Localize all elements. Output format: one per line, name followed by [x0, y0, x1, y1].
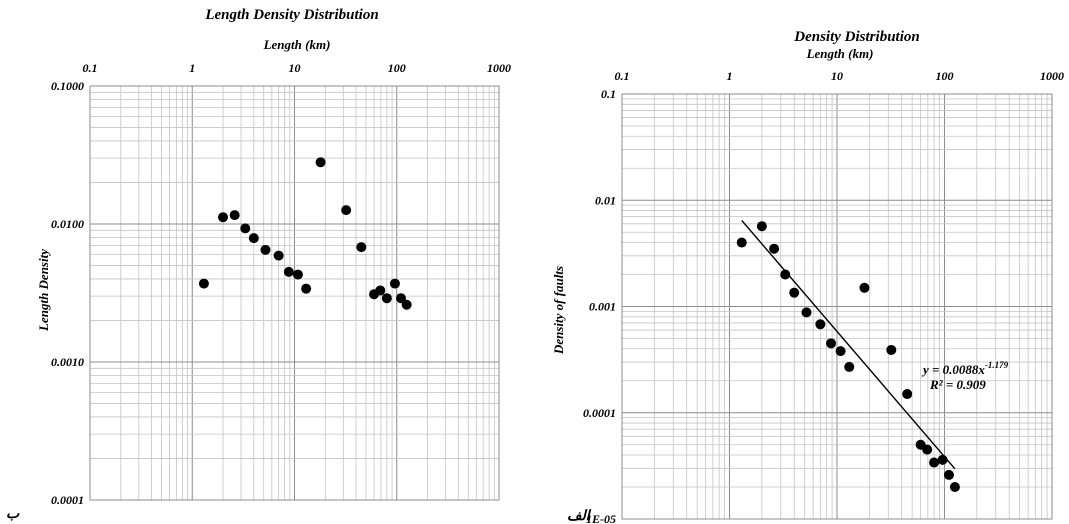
y-tick-label: 0.0001 — [583, 406, 616, 420]
left-data-points — [198, 157, 412, 310]
data-point — [859, 282, 870, 293]
data-point — [780, 269, 791, 280]
data-point — [943, 469, 954, 480]
trendline-exponent: -1.179 — [985, 360, 1009, 370]
power-trendline — [741, 219, 956, 470]
length-density-chart: Length Density Distribution Length (km) … — [6, 7, 511, 522]
data-point — [949, 482, 960, 493]
x-tick-label: 100 — [388, 61, 406, 75]
data-point — [389, 278, 400, 289]
data-point — [381, 293, 392, 304]
y-tick-label: 1E-05 — [586, 512, 616, 524]
data-point — [248, 233, 259, 244]
right-grid — [621, 94, 1052, 520]
left-grid — [89, 86, 499, 501]
data-point — [198, 278, 209, 289]
data-point — [283, 266, 294, 277]
right-y-tick-labels: 0.1 0.01 0.001 0.0001 1E-05 — [583, 87, 616, 524]
x-tick-label: 0.1 — [83, 61, 98, 75]
y-tick-label: 0.0100 — [51, 217, 84, 231]
x-tick-label: 1 — [727, 69, 733, 83]
trendline-equation-base: y = 0.0088x — [921, 362, 985, 377]
density-distribution-chart: Density Distribution Length (km) Density… — [551, 29, 1064, 524]
data-point — [301, 283, 312, 294]
data-point — [844, 361, 855, 372]
left-x-axis-label: Length (km) — [263, 37, 331, 52]
data-point — [937, 454, 948, 465]
x-tick-label: 1 — [189, 61, 195, 75]
y-tick-label: 0.1000 — [51, 79, 84, 93]
data-point — [218, 212, 229, 223]
data-point — [273, 250, 284, 261]
y-tick-label: 0.0010 — [51, 355, 84, 369]
data-point — [292, 269, 303, 280]
data-point — [315, 157, 326, 168]
y-tick-label: 0.0001 — [51, 493, 84, 507]
x-tick-label: 0.1 — [615, 69, 630, 83]
y-tick-label: 0.001 — [589, 300, 616, 314]
y-tick-label: 0.01 — [595, 193, 616, 207]
data-point — [789, 287, 800, 298]
x-tick-label: 1000 — [1040, 69, 1064, 83]
left-y-axis-label: Length Density — [36, 249, 51, 332]
y-tick-label: 0.1 — [601, 87, 616, 101]
data-point — [756, 221, 767, 232]
right-chart-title: Density Distribution — [793, 29, 919, 45]
data-point — [886, 344, 897, 355]
data-point — [341, 205, 352, 216]
right-corner-label: الف — [567, 509, 592, 524]
data-point — [801, 307, 812, 318]
data-point — [736, 237, 747, 248]
right-y-axis-label: Density of faults — [551, 266, 566, 355]
data-point — [260, 244, 271, 255]
left-plot-frame — [89, 85, 500, 501]
x-tick-label: 10 — [289, 61, 301, 75]
right-x-tick-labels: 0.1 1 10 100 1000 — [615, 69, 1065, 83]
left-corner-label: ب — [6, 507, 20, 522]
data-point — [835, 346, 846, 357]
data-point — [375, 285, 386, 296]
data-point — [902, 389, 913, 400]
right-x-axis-label: Length (km) — [806, 46, 874, 61]
right-plot-frame — [621, 93, 1053, 520]
data-point — [229, 210, 240, 221]
right-data-points — [736, 221, 960, 493]
data-point — [401, 299, 412, 310]
x-tick-label: 1000 — [487, 61, 511, 75]
trendline-r-squared: R² = 0.909 — [929, 377, 986, 392]
data-point — [240, 223, 251, 234]
left-x-tick-labels: 0.1 1 10 100 1000 — [83, 61, 512, 75]
data-point — [769, 243, 780, 254]
data-point — [356, 242, 367, 253]
trendline-equation: y = 0.0088x-1.179 — [921, 360, 1009, 377]
x-tick-label: 10 — [831, 69, 843, 83]
data-point — [826, 338, 837, 349]
left-y-tick-labels: 0.1000 0.0100 0.0010 0.0001 — [51, 79, 84, 507]
data-point — [395, 293, 406, 304]
data-point — [815, 319, 826, 330]
x-tick-label: 100 — [936, 69, 954, 83]
data-point — [922, 444, 933, 455]
left-chart-title: Length Density Distribution — [204, 7, 378, 23]
data-point — [929, 457, 940, 468]
